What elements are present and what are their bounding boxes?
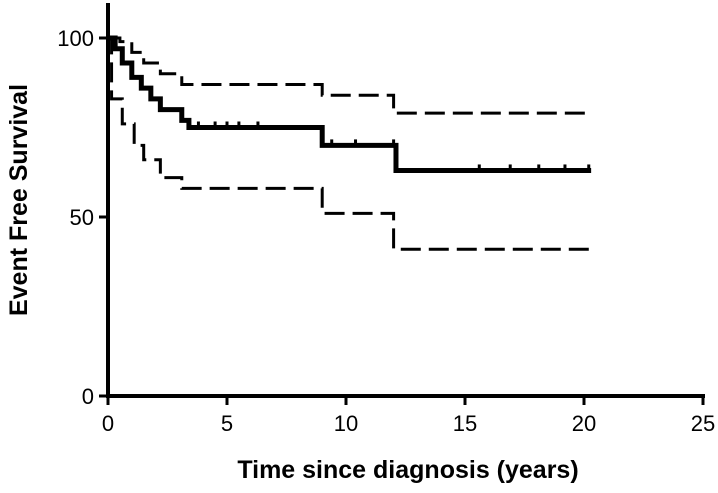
upper-ci-line [108, 36, 592, 115]
x-tick-label-15: 15 [453, 411, 477, 436]
axes-layer: 0 5 10 15 20 25 0 50 100 Time since diag… [5, 3, 715, 484]
lower-ci-line [108, 36, 592, 251]
y-tick-label-0: 0 [82, 384, 94, 409]
x-tick-label-20: 20 [572, 411, 596, 436]
x-tick-label-25: 25 [691, 411, 715, 436]
x-axis-title: Time since diagnosis (years) [237, 456, 578, 484]
y-axis-title: Event Free Survival [5, 84, 33, 316]
y-tick-label-100: 100 [57, 26, 94, 51]
plot-layer [108, 35, 592, 251]
survival-curve-line [108, 35, 592, 173]
x-tick-label-0: 0 [102, 411, 114, 436]
x-tick-label-5: 5 [221, 411, 233, 436]
x-tick-label-10: 10 [334, 411, 358, 436]
y-tick-label-50: 50 [70, 205, 94, 230]
